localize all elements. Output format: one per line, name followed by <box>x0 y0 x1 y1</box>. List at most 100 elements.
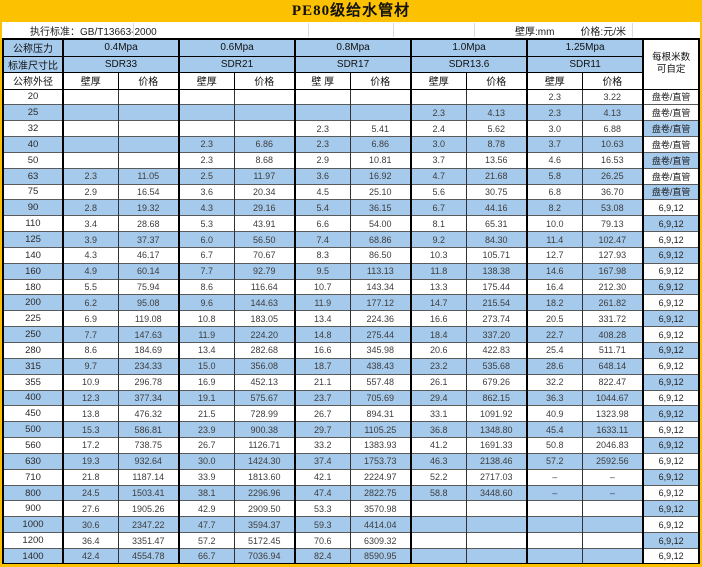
wall-cell[interactable] <box>410 88 467 105</box>
wall-cell[interactable]: 26.1 <box>410 373 467 391</box>
od-cell[interactable]: 250 <box>2 326 63 343</box>
wall-cell[interactable]: 18.2 <box>526 294 583 311</box>
wall-cell[interactable] <box>410 532 467 549</box>
wall-cell[interactable]: 13.4 <box>294 310 351 327</box>
sdr-cell[interactable]: SDR21 <box>178 55 296 73</box>
price-cell[interactable]: 705.69 <box>349 389 412 406</box>
price-cell[interactable] <box>581 532 644 549</box>
price-cell[interactable]: 2592.56 <box>581 452 644 470</box>
wall-cell[interactable]: 32.2 <box>526 373 583 391</box>
wall-cell[interactable]: 13.8 <box>62 405 118 422</box>
wall-cell[interactable]: 57.2 <box>526 452 583 470</box>
od-cell[interactable]: 400 <box>2 389 63 406</box>
wall-cell[interactable]: 58.8 <box>410 484 467 501</box>
price-cell[interactable]: 6.88 <box>581 120 644 137</box>
wall-cell[interactable]: 16.4 <box>526 278 583 295</box>
wall-cell[interactable]: 26.7 <box>294 405 351 422</box>
price-cell[interactable]: 2224.97 <box>349 468 412 486</box>
price-cell[interactable]: 60.14 <box>117 262 180 280</box>
price-cell[interactable]: 1105.25 <box>349 421 412 438</box>
wall-cell[interactable]: 3.0 <box>526 120 583 137</box>
sdr-cell[interactable]: SDR17 <box>294 55 412 73</box>
price-cell[interactable]: 143.34 <box>349 278 412 295</box>
wall-cell[interactable]: 14.6 <box>526 262 583 280</box>
od-cell[interactable]: 315 <box>2 357 63 375</box>
wall-cell[interactable]: 42.1 <box>294 468 351 486</box>
price-cell[interactable]: 75.94 <box>117 278 180 295</box>
wall-cell[interactable]: 19.3 <box>62 452 118 470</box>
wall-cell[interactable]: 36.4 <box>62 532 118 549</box>
od-cell[interactable]: 200 <box>2 294 63 311</box>
price-cell[interactable]: 273.74 <box>465 310 528 327</box>
price-cell[interactable]: 4.13 <box>581 104 644 121</box>
price-cell[interactable]: 29.16 <box>233 199 296 216</box>
wall-cell[interactable]: 33.2 <box>294 437 351 454</box>
note-cell[interactable]: 6,9,12 <box>642 215 700 232</box>
wall-cell[interactable]: 7.7 <box>178 262 235 280</box>
note-cell[interactable]: 6,9,12 <box>642 231 700 248</box>
price-cell[interactable]: 3351.47 <box>117 532 180 549</box>
price-cell[interactable]: 92.79 <box>233 262 296 280</box>
wall-cell[interactable]: 45.4 <box>526 421 583 438</box>
price-cell[interactable]: 261.82 <box>581 294 644 311</box>
note-cell[interactable]: 6,9,12 <box>642 326 700 343</box>
wall-cell[interactable]: 4.5 <box>294 183 351 200</box>
wall-cell[interactable]: 26.7 <box>178 437 235 454</box>
od-cell[interactable]: 160 <box>2 262 63 280</box>
wall-cell[interactable]: 13.3 <box>410 278 467 295</box>
wall-cell[interactable]: 9.7 <box>62 357 118 375</box>
wall-cell[interactable]: 10.7 <box>294 278 351 295</box>
wall-cell[interactable] <box>62 88 118 105</box>
price-cell[interactable]: 224.20 <box>233 326 296 343</box>
price-cell[interactable]: 900.38 <box>233 421 296 438</box>
note-cell[interactable]: 6,9,12 <box>642 405 700 422</box>
wall-cell[interactable]: 3.0 <box>410 136 467 153</box>
price-cell[interactable]: 10.81 <box>349 151 412 169</box>
note-cell[interactable]: 盘卷/直管 <box>642 151 700 169</box>
price-cell[interactable]: 68.86 <box>349 231 412 248</box>
wall-cell[interactable]: 57.2 <box>178 532 235 549</box>
wall-cell[interactable]: 47.4 <box>294 484 351 501</box>
wall-cell[interactable]: 42.9 <box>178 500 235 517</box>
pressure-cell[interactable]: 0.4Mpa <box>61 38 180 57</box>
price-cell[interactable] <box>117 136 180 153</box>
wall-cell[interactable]: 53.3 <box>294 500 351 517</box>
wall-header[interactable]: 壁厚 <box>62 71 119 90</box>
wall-cell[interactable]: 21.5 <box>178 405 235 422</box>
wall-cell[interactable]: 11.8 <box>410 262 467 280</box>
wall-cell[interactable]: 29.7 <box>294 421 351 438</box>
od-cell[interactable]: 20 <box>2 88 63 105</box>
wall-header[interactable]: 壁厚 <box>410 71 467 90</box>
price-cell[interactable] <box>349 88 412 105</box>
price-cell[interactable]: 11.05 <box>117 167 180 185</box>
price-cell[interactable]: 16.54 <box>117 183 180 200</box>
price-cell[interactable]: 5.62 <box>465 120 528 137</box>
od-cell[interactable]: 560 <box>2 437 63 454</box>
od-cell[interactable]: 125 <box>2 231 63 248</box>
wall-cell[interactable]: 8.2 <box>526 199 583 216</box>
wall-cell[interactable] <box>62 120 118 137</box>
od-cell[interactable]: 500 <box>2 421 63 438</box>
note-cell[interactable]: 盘卷/直管 <box>642 104 700 121</box>
note-cell[interactable]: 6,9,12 <box>642 357 700 375</box>
price-cell[interactable]: 2138.46 <box>465 452 528 470</box>
price-cell[interactable]: 377.34 <box>117 389 180 406</box>
price-cell[interactable]: 1633.11 <box>581 421 644 438</box>
price-cell[interactable]: 1126.71 <box>233 437 296 454</box>
price-cell[interactable]: 422.83 <box>465 342 528 359</box>
price-cell[interactable]: 8.68 <box>233 151 296 169</box>
wall-cell[interactable]: 3.6 <box>178 183 235 200</box>
note-cell[interactable]: 6,9,12 <box>642 500 700 517</box>
od-cell[interactable]: 50 <box>2 151 63 169</box>
wall-cell[interactable]: 8.6 <box>62 342 118 359</box>
price-cell[interactable] <box>465 500 528 517</box>
wall-cell[interactable]: 3.4 <box>62 215 118 232</box>
wall-cell[interactable]: 6.7 <box>178 246 235 264</box>
price-cell[interactable]: 3448.60 <box>465 484 528 501</box>
price-cell[interactable]: 21.68 <box>465 167 528 185</box>
wall-cell[interactable] <box>62 104 118 121</box>
price-cell[interactable]: 1503.41 <box>117 484 180 501</box>
od-cell[interactable]: 75 <box>2 183 63 200</box>
price-cell[interactable]: 2822.75 <box>349 484 412 501</box>
wall-cell[interactable]: 38.1 <box>178 484 235 501</box>
